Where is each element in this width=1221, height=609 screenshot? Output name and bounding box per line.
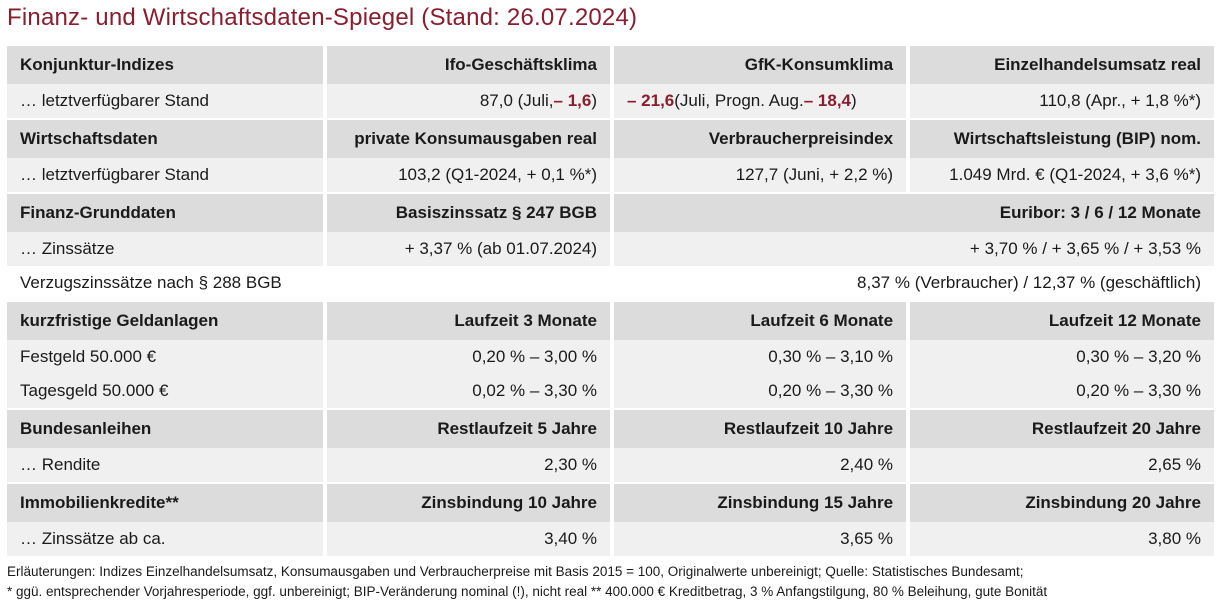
- table-cell: + 3,70 % / + 3,65 % / + 3,53 %: [614, 232, 1214, 266]
- column-header: Restlaufzeit 10 Jahre: [614, 410, 907, 448]
- section-title: kurzfristige Geldanlagen: [7, 302, 323, 340]
- table-cell: 103,2 (Q1-2024, + 0,1 %*): [326, 158, 610, 192]
- table-cell: 127,7 (Juni, + 2,2 %): [614, 158, 907, 192]
- anleihen-header-row: Bundesanleihen Restlaufzeit 5 Jahre Rest…: [7, 410, 1215, 448]
- konjunktur-header-row: Konjunktur-Indizes Ifo-Geschäftsklima Gf…: [7, 46, 1215, 84]
- column-header: Zinsbindung 10 Jahre: [326, 484, 610, 522]
- row-label: Verzugszinssätze nach § 288 BGB: [7, 266, 328, 300]
- column-header: Zinsbindung 15 Jahre: [614, 484, 907, 522]
- anleihen-data-row: … Rendite 2,30 % 2,40 % 2,65 %: [7, 448, 1215, 482]
- ifo-change: – 1,6: [553, 91, 592, 110]
- table-cell: 0,20 % – 3,30 %: [910, 374, 1215, 408]
- column-header: Basiszinssatz § 247 BGB: [326, 194, 611, 232]
- row-label: Tagesgeld 50.000 €: [7, 374, 323, 408]
- column-header: Einzelhandelsumsatz real: [910, 46, 1215, 84]
- row-label: … letztverfügbarer Stand: [7, 158, 323, 192]
- table-cell: 3,80 %: [910, 522, 1215, 556]
- column-header: Restlaufzeit 5 Jahre: [326, 410, 610, 448]
- column-header: Ifo-Geschäftsklima: [326, 46, 610, 84]
- ifo-value-close: ): [591, 91, 597, 110]
- ifo-value: 87,0 (Juli, – 1,6): [326, 84, 610, 118]
- row-label: … Zinssätze ab ca.: [7, 522, 323, 556]
- gfk-value-text: (Juli, Progn. Aug.: [674, 91, 804, 110]
- table-cell: 0,30 % – 3,10 %: [614, 340, 907, 374]
- table-cell: 0,30 % – 3,20 %: [910, 340, 1215, 374]
- table-row: Tagesgeld 50.000 € 0,02 % – 3,30 % 0,20 …: [7, 374, 1215, 408]
- table-cell: 0,20 % – 3,30 %: [614, 374, 907, 408]
- column-header: private Konsumausgaben real: [326, 120, 610, 158]
- footnote: * ggü. entsprechender Vorjahresperiode, …: [7, 584, 1048, 599]
- table-cell: 2,40 %: [614, 448, 907, 482]
- wirtschaft-data-row: … letztverfügbarer Stand 103,2 (Q1-2024,…: [7, 158, 1215, 192]
- section-title: Bundesanleihen: [7, 410, 323, 448]
- table-row: Festgeld 50.000 € 0,20 % – 3,00 % 0,30 %…: [7, 340, 1215, 374]
- gfk-value-close: ): [851, 91, 857, 110]
- verzug-row: Verzugszinssätze nach § 288 BGB 8,37 % (…: [7, 266, 1214, 300]
- section-title: Finanz-Grunddaten: [7, 194, 323, 232]
- table-cell: + 3,37 % (ab 01.07.2024): [326, 232, 611, 266]
- ifo-value-text: 87,0 (Juli,: [479, 91, 554, 110]
- table-cell: 2,65 %: [910, 448, 1215, 482]
- einzelhandel-value: 110,8 (Apr., + 1,8 %*): [910, 84, 1215, 118]
- table-cell: 0,02 % – 3,30 %: [326, 374, 610, 408]
- gfk-forecast: – 18,4: [803, 91, 851, 110]
- column-header: Wirtschaftsleistung (BIP) nom.: [910, 120, 1215, 158]
- finanz-data-row: … Zinssätze + 3,37 % (ab 01.07.2024) + 3…: [7, 232, 1214, 266]
- table-cell: 0,20 % – 3,00 %: [326, 340, 610, 374]
- column-header: Laufzeit 12 Monate: [910, 302, 1215, 340]
- immobilien-data-row: … Zinssätze ab ca. 3,40 % 3,65 % 3,80 %: [7, 522, 1215, 556]
- section-title: Immobilienkredite**: [7, 484, 323, 522]
- column-header: Zinsbindung 20 Jahre: [910, 484, 1215, 522]
- footnote: Erläuterungen: Indizes Einzelhandelsumsa…: [7, 564, 1024, 579]
- column-header: Laufzeit 6 Monate: [614, 302, 907, 340]
- page-title: Finanz- und Wirtschaftsdaten-Spiegel (St…: [7, 4, 638, 31]
- finance-table: Konjunktur-Indizes Ifo-Geschäftsklima Gf…: [7, 46, 1215, 556]
- section-title: Konjunktur-Indizes: [7, 46, 323, 84]
- table-cell: 3,65 %: [614, 522, 907, 556]
- konjunktur-data-row: … letztverfügbarer Stand 87,0 (Juli, – 1…: [7, 84, 1215, 118]
- table-cell: 8,37 % (Verbraucher) / 12,37 % (geschäft…: [328, 266, 1214, 300]
- table-cell: 2,30 %: [326, 448, 610, 482]
- gfk-current: – 21,6: [627, 91, 675, 110]
- table-cell: 1.049 Mrd. € (Q1-2024, + 3,6 %*): [910, 158, 1215, 192]
- column-header: GfK-Konsumklima: [614, 46, 907, 84]
- column-header: Verbraucherpreisindex: [614, 120, 907, 158]
- row-label: … letztverfügbarer Stand: [7, 84, 323, 118]
- gfk-value: – 21,6 (Juli, Progn. Aug. – 18,4): [614, 84, 907, 118]
- geldanlagen-header-row: kurzfristige Geldanlagen Laufzeit 3 Mona…: [7, 302, 1215, 340]
- column-header: Laufzeit 3 Monate: [326, 302, 610, 340]
- finanz-header-row: Finanz-Grunddaten Basiszinssatz § 247 BG…: [7, 194, 1214, 232]
- column-header: Euribor: 3 / 6 / 12 Monate: [614, 194, 1214, 232]
- column-header: Restlaufzeit 20 Jahre: [910, 410, 1215, 448]
- row-label: … Rendite: [7, 448, 323, 482]
- wirtschaft-header-row: Wirtschaftsdaten private Konsumausgaben …: [7, 120, 1215, 158]
- immobilien-header-row: Immobilienkredite** Zinsbindung 10 Jahre…: [7, 484, 1215, 522]
- section-title: Wirtschaftsdaten: [7, 120, 323, 158]
- row-label: Festgeld 50.000 €: [7, 340, 323, 374]
- table-cell: 3,40 %: [326, 522, 610, 556]
- row-label: … Zinssätze: [7, 232, 323, 266]
